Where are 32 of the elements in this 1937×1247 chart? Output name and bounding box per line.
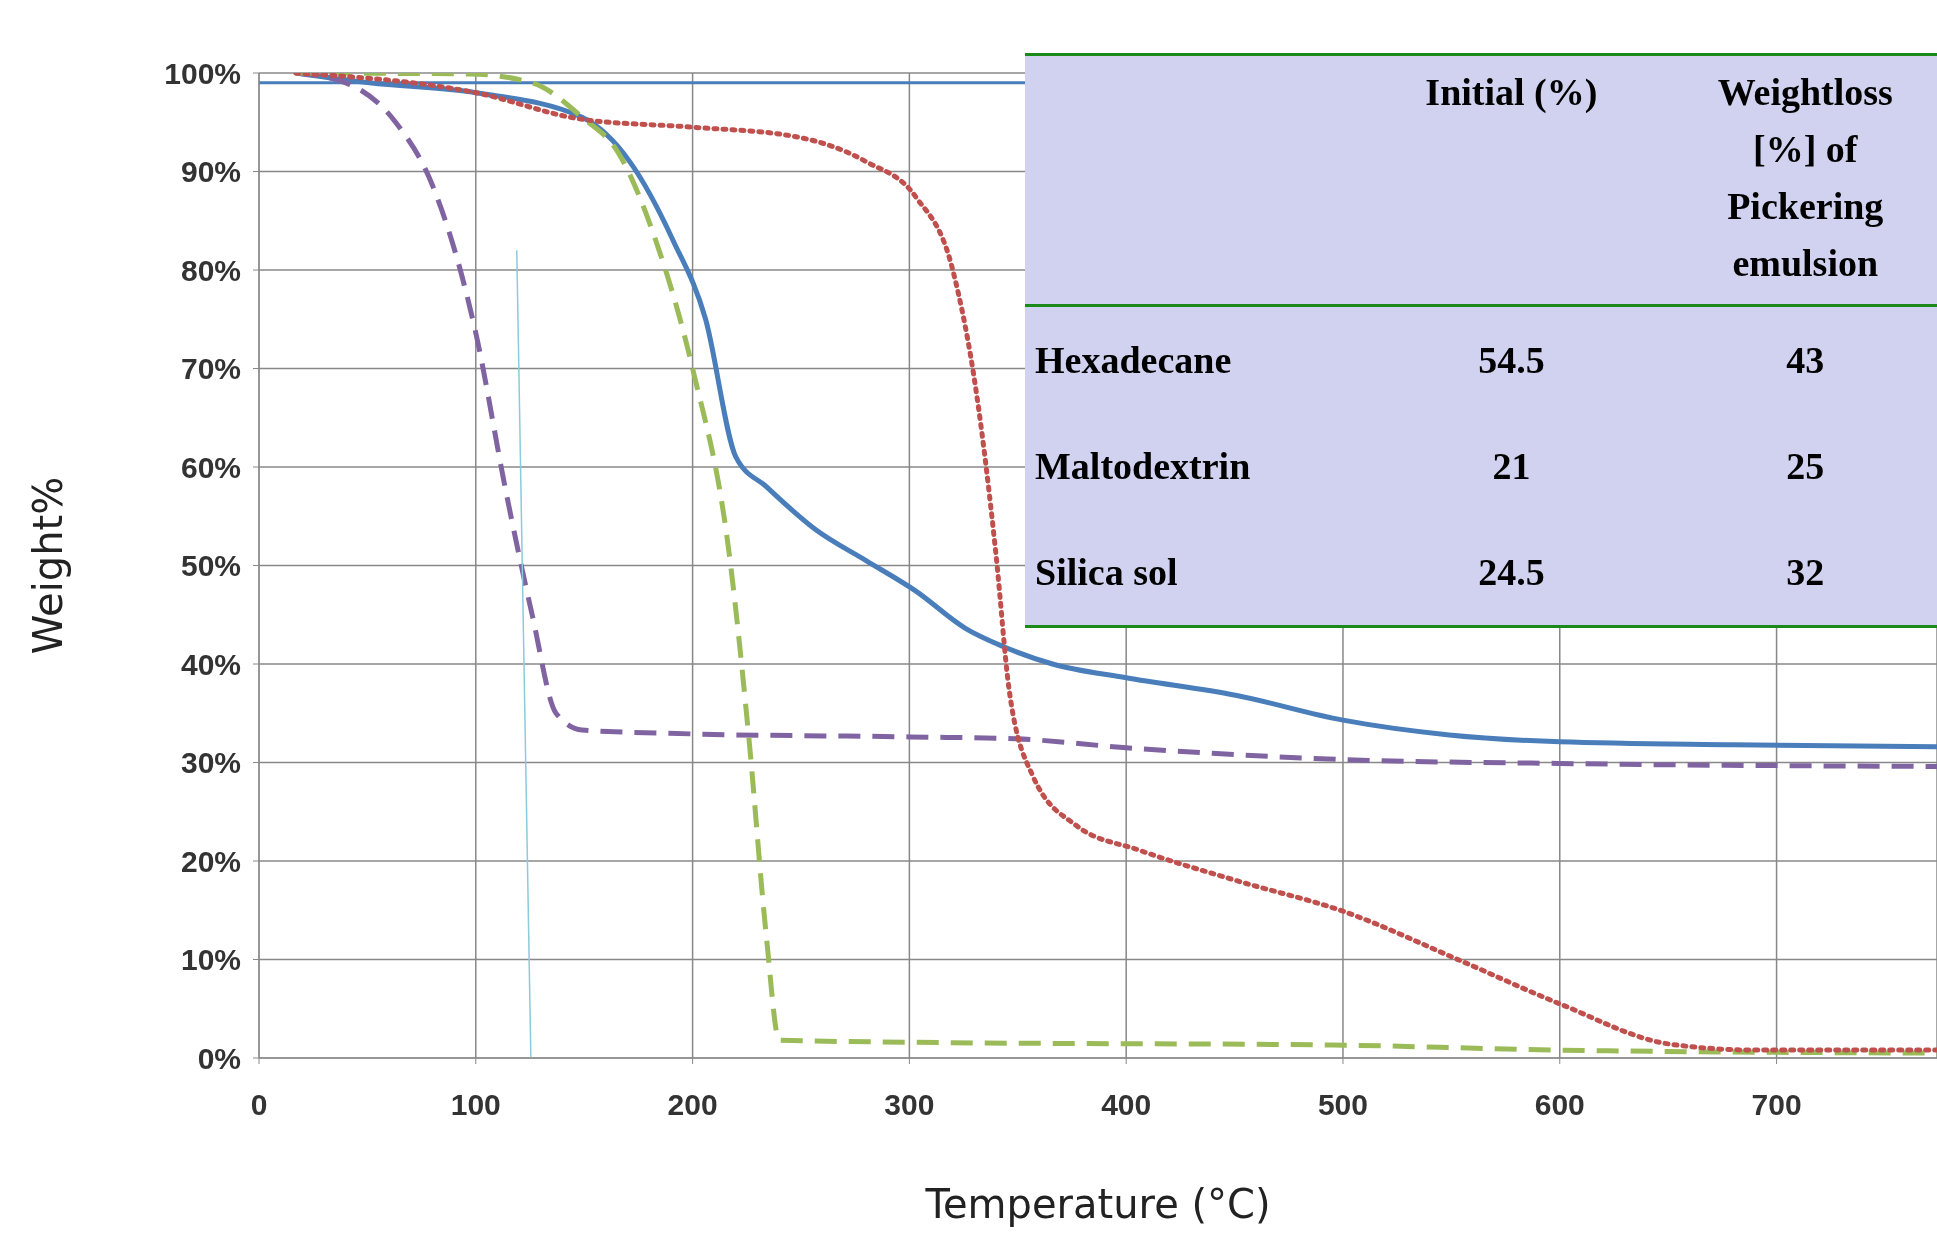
x-tick-label: 500 [1317,1088,1369,1122]
data-label: 32 [1785,550,1826,595]
y-tick-label: 60% [180,450,241,484]
y-tick-label: 0% [197,1041,241,1075]
data-label: 25 [1785,444,1826,489]
data-label: 24.5 [1477,550,1546,595]
x-axis-title: Temperature (°C) [924,1181,1271,1227]
category-label: Silica sol [1034,550,1179,595]
category-label: Maltodextrin [1034,444,1252,489]
data-label: 43 [1785,338,1826,383]
y-tick-label: 100% [164,56,241,90]
y-tick-label: 10% [180,943,241,977]
x-tick-label: 0 [250,1088,268,1122]
y-tick-label: 30% [180,746,241,780]
series-label: Initial (%) [1424,70,1599,115]
x-tick-label: 100 [450,1088,501,1122]
data-label: 21 [1491,444,1532,489]
y-tick-label: 20% [180,844,241,878]
x-tick-label: 400 [1101,1088,1152,1122]
data-label: 54.5 [1477,338,1546,383]
y-tick-label: 70% [180,352,241,386]
x-tick-label: 700 [1751,1088,1802,1122]
y-axis-title: Weight% [25,476,72,655]
y-tick-label: 80% [180,253,241,287]
y-tick-label: 50% [180,549,241,583]
text: Weightloss [%] of Pickering emulsion [1716,70,1894,286]
y-tick-label: 40% [180,647,241,681]
x-tick-label: 200 [667,1088,718,1122]
y-tick-label: 90% [180,155,241,189]
x-tick-label: 300 [884,1088,935,1122]
category-label: Hexadecane [1034,338,1233,383]
x-tick-label: 600 [1534,1088,1585,1122]
